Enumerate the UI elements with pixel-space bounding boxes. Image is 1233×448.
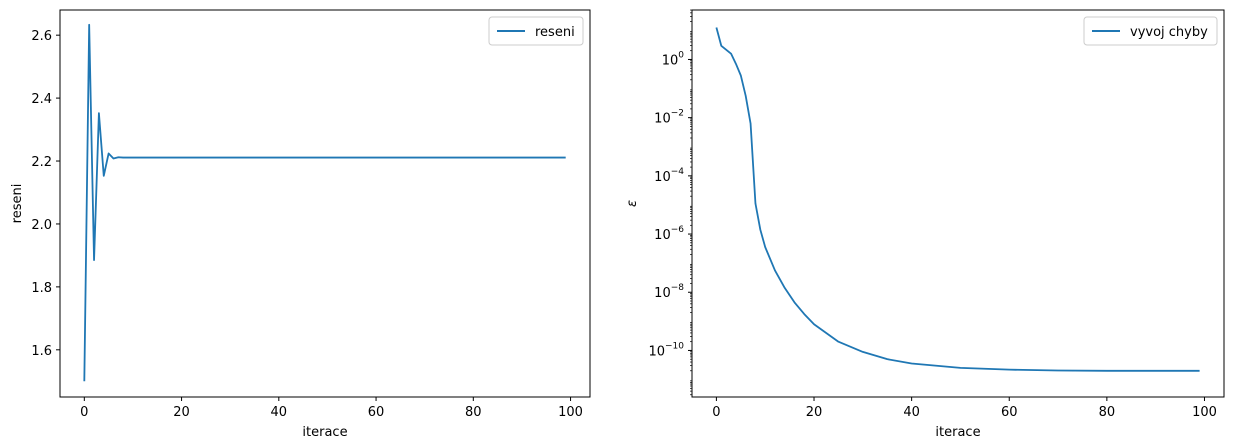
chart-error: 0 20 40 60 80 100 100 10−2 10−4 10−6 10−8 10−10 ite… <box>625 9 1225 440</box>
x-tick-label: 80 <box>465 405 482 420</box>
y-tick-label: 10−8 <box>654 283 684 301</box>
chart-reseni-ticks: 0 20 40 60 80 100 1.6 1.8 2.0 2.2 2.4 2.6 <box>31 29 583 420</box>
series-line-vyvoj-chyby <box>715 27 1200 372</box>
legend-label-vyvoj-chyby: vyvoj chyby <box>1130 25 1208 40</box>
x-tick-label: 40 <box>903 405 920 420</box>
chart-reseni-legend: reseni <box>488 16 584 46</box>
x-tick-label: 60 <box>368 405 385 420</box>
chart-error-legend: vyvoj chyby <box>1083 16 1218 46</box>
x-tick-label: 80 <box>1099 405 1116 420</box>
chart-error-plot-area <box>715 27 1200 372</box>
legend-frame <box>488 16 584 46</box>
chart-error-ylabel: ε <box>625 200 640 207</box>
chart-error-xlabel: iterace <box>935 425 980 440</box>
y-tick-label: 1.8 <box>31 281 52 296</box>
y-tick-label: 2.4 <box>31 92 52 107</box>
y-tick-label: 10−4 <box>654 167 684 185</box>
y-tick-label: 10−2 <box>654 109 684 127</box>
x-tick-label: 60 <box>1001 405 1018 420</box>
x-tick-label: 40 <box>271 405 288 420</box>
x-tick-label: 20 <box>806 405 823 420</box>
chart-reseni-ylabel: reseni <box>10 184 25 224</box>
x-tick-label: 20 <box>173 405 190 420</box>
y-tick-label: 100 <box>662 50 685 68</box>
chart-reseni: 0 20 40 60 80 100 1.6 1.8 2.0 2.2 2.4 2.6 iterace r… <box>10 9 591 440</box>
series-line-reseni <box>83 23 566 382</box>
y-tick-label: 2.2 <box>31 155 52 170</box>
x-tick-label: 100 <box>558 405 583 420</box>
legend-frame <box>1083 16 1218 46</box>
x-tick-label: 0 <box>712 405 720 420</box>
chart-reseni-axes-frame <box>59 9 591 398</box>
chart-reseni-plot-area <box>83 23 566 382</box>
chart-error-axes-frame <box>691 9 1225 398</box>
y-tick-label: 10−10 <box>648 341 684 359</box>
x-tick-label: 0 <box>80 405 88 420</box>
chart-error-ticks: 0 20 40 60 80 100 100 10−2 10−4 10−6 10−8 10−10 <box>648 9 1217 420</box>
y-tick-label: 2.0 <box>31 218 52 233</box>
chart-reseni-xlabel: iterace <box>302 425 347 440</box>
y-tick-label: 2.6 <box>31 29 52 44</box>
y-tick-label: 10−6 <box>654 225 684 243</box>
x-tick-label: 100 <box>1192 405 1217 420</box>
y-tick-label: 1.6 <box>31 344 52 359</box>
legend-label-reseni: reseni <box>535 25 575 40</box>
